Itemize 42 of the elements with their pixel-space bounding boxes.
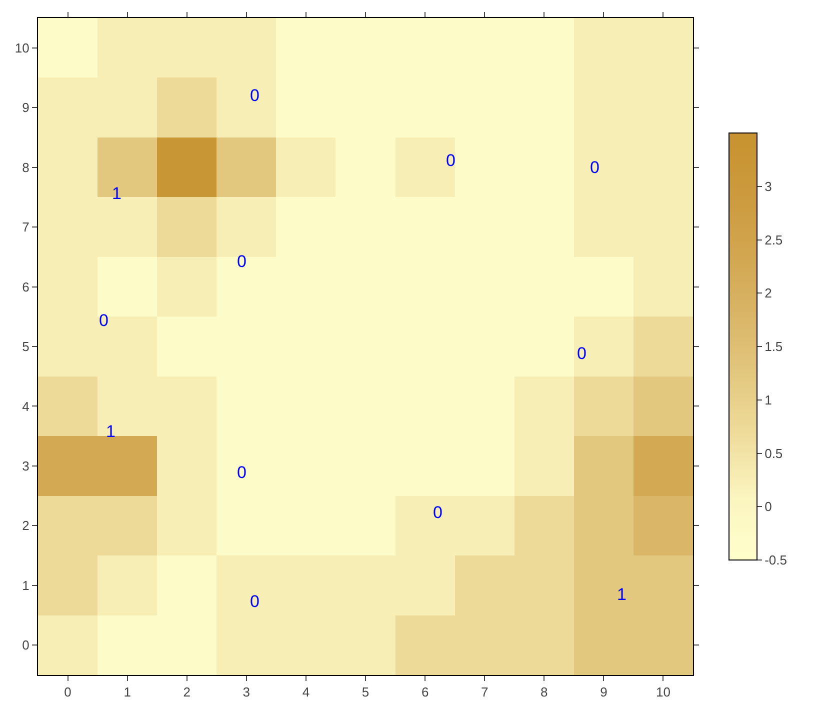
annotation: 0 [446,151,456,170]
color-bar-label: 2.5 [764,232,783,248]
x-tick-label: 2 [183,684,190,700]
x-tick-label: 8 [540,684,548,700]
annotation: 0 [237,463,246,482]
x-tick-label: 10 [656,684,670,700]
x-tick-label: 4 [302,684,310,700]
color-bar-label: 3 [764,178,772,194]
y-tick-label: 2 [22,518,30,534]
x-tick-label: 9 [600,684,608,700]
x-tick-label: 1 [124,684,131,700]
x-tick-label: 6 [421,684,429,700]
y-tick-label: 6 [22,279,30,294]
y-tick-label: 3 [22,458,30,474]
x-tick-label: 0 [64,684,72,700]
annotation: 0 [433,503,442,522]
y-tick-label: 7 [22,220,30,235]
y-tick-label: 0 [22,638,30,653]
x-tick-label: 3 [242,684,250,700]
annotation: 0 [577,344,586,363]
color-bar-label: 1 [764,392,772,408]
y-tick-label: 1 [22,578,30,593]
annotation: 0 [590,158,600,177]
y-tick-label: 5 [22,339,30,354]
annotation: 1 [106,422,116,441]
annotation: 1 [112,184,122,203]
y-tick-label: 8 [22,160,30,175]
color-bar-label: 0.5 [764,446,783,461]
x-tick-label: 7 [480,684,488,700]
color-bar-label: 0 [764,499,772,514]
annotation: 1 [617,585,626,604]
annotation: 0 [250,592,260,611]
annotation: 0 [99,311,108,330]
color-bar-label: -0.5 [764,552,788,568]
y-tick-label: 9 [22,100,30,116]
annotation: 0 [250,86,260,105]
color-bar-label: 2 [764,286,772,301]
y-tick-label: 4 [22,398,30,414]
x-tick-label: 5 [362,684,370,700]
y-tick-label: 10 [14,40,30,56]
annotation: 0 [237,252,246,271]
color-bar-label: 1.5 [764,339,783,354]
